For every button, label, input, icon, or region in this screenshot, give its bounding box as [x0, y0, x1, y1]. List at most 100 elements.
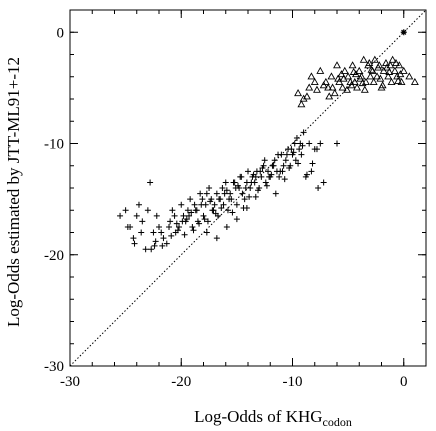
- plus-point: [198, 201, 205, 208]
- plus-point: [257, 168, 264, 175]
- plus-point: [163, 240, 170, 247]
- triangle-point: [379, 66, 388, 74]
- plus-point: [221, 190, 228, 197]
- plus-point: [213, 190, 220, 197]
- plus-point: [320, 179, 327, 186]
- plus-point: [179, 218, 186, 225]
- plus-point: [231, 179, 238, 186]
- plus-point: [192, 207, 199, 214]
- triangle-point: [348, 61, 357, 69]
- triangle-point: [390, 66, 399, 74]
- plus-point: [223, 187, 230, 194]
- triangle-point: [325, 92, 334, 100]
- plus-point: [283, 151, 290, 158]
- plus-point: [139, 218, 146, 225]
- plus-point: [237, 173, 244, 180]
- plus-point: [286, 164, 293, 171]
- plus-point: [138, 229, 145, 236]
- triangle-point: [360, 85, 369, 93]
- triangle-point: [366, 72, 375, 80]
- plus-point: [262, 179, 269, 186]
- plus-point: [189, 223, 196, 230]
- plus-point: [252, 193, 259, 200]
- triangle-point: [359, 55, 368, 63]
- plus-point: [148, 246, 155, 253]
- triangle-point: [333, 61, 341, 69]
- plus-point: [211, 201, 218, 208]
- plus-point: [250, 171, 257, 178]
- plus-point: [295, 160, 302, 167]
- plus-point: [133, 212, 140, 219]
- plus-point: [144, 207, 151, 214]
- plus-point: [313, 146, 320, 153]
- plus-point: [188, 209, 195, 216]
- plus-point: [187, 196, 194, 203]
- plus-point: [150, 229, 157, 236]
- plus-point: [265, 168, 272, 175]
- plus-point: [178, 201, 185, 208]
- triangle-point: [347, 81, 356, 89]
- plus-point: [174, 227, 181, 234]
- triangle-point: [385, 67, 394, 75]
- triangle-point: [319, 81, 328, 89]
- triangle-point: [350, 77, 359, 85]
- plus-point: [272, 190, 279, 197]
- triangle-point: [297, 100, 306, 108]
- triangle-point: [358, 79, 367, 87]
- triangle-point: [395, 61, 404, 69]
- triangle-point: [339, 74, 348, 82]
- plus-point: [282, 157, 289, 164]
- triangle-point: [305, 83, 314, 91]
- triangle-point: [335, 77, 344, 85]
- plus-point: [224, 207, 231, 214]
- plus-point: [183, 216, 190, 223]
- data-points: [117, 29, 419, 253]
- triangle-point: [378, 81, 387, 89]
- plus-point: [117, 212, 124, 219]
- plus-point: [276, 173, 283, 180]
- y-tick-label: -20: [44, 248, 64, 264]
- plus-point: [290, 149, 297, 156]
- triangle-point: [405, 72, 414, 80]
- plus-point: [153, 212, 160, 219]
- plus-point: [259, 164, 266, 171]
- x-tick-label: -30: [60, 374, 80, 390]
- plus-point: [300, 129, 307, 136]
- x-ticks: -30 -20 -10 0: [60, 10, 408, 390]
- plus-point: [309, 160, 316, 167]
- plus-point: [216, 196, 223, 203]
- x-axis-label-main: Log-Odds of KHG: [194, 407, 322, 426]
- plus-point: [296, 146, 303, 153]
- triangle-point: [374, 63, 383, 71]
- plus-point: [135, 201, 142, 208]
- plus-point: [156, 223, 162, 230]
- triangle-point: [367, 65, 376, 73]
- plus-point: [263, 182, 270, 189]
- plus-point: [213, 235, 220, 242]
- triangle-point: [353, 83, 361, 91]
- plus-point: [218, 205, 225, 212]
- plus-point: [271, 157, 278, 164]
- triangle-point: [361, 77, 370, 85]
- x-axis-label-subscript: codon: [323, 415, 352, 429]
- x-tick-label: 0: [400, 374, 408, 390]
- plus-point: [124, 223, 131, 230]
- plus-point: [210, 207, 217, 214]
- triangle-point: [294, 89, 303, 97]
- triangle-point: [299, 94, 308, 102]
- triangle-point: [383, 63, 392, 71]
- plus-point: [142, 246, 149, 253]
- plus-point: [171, 212, 178, 219]
- plus-point: [130, 235, 137, 242]
- triangle-point: [351, 70, 360, 78]
- plus-point: [159, 242, 166, 249]
- plus-point: [293, 134, 300, 141]
- triangle-point: [328, 83, 337, 91]
- plus-point: [152, 238, 159, 245]
- x-tick-label: -10: [283, 374, 303, 390]
- plus-point: [245, 168, 251, 175]
- triangle-point: [343, 85, 351, 93]
- triangle-point: [330, 89, 339, 97]
- plus-point: [315, 185, 322, 191]
- triangle-point: [334, 74, 343, 82]
